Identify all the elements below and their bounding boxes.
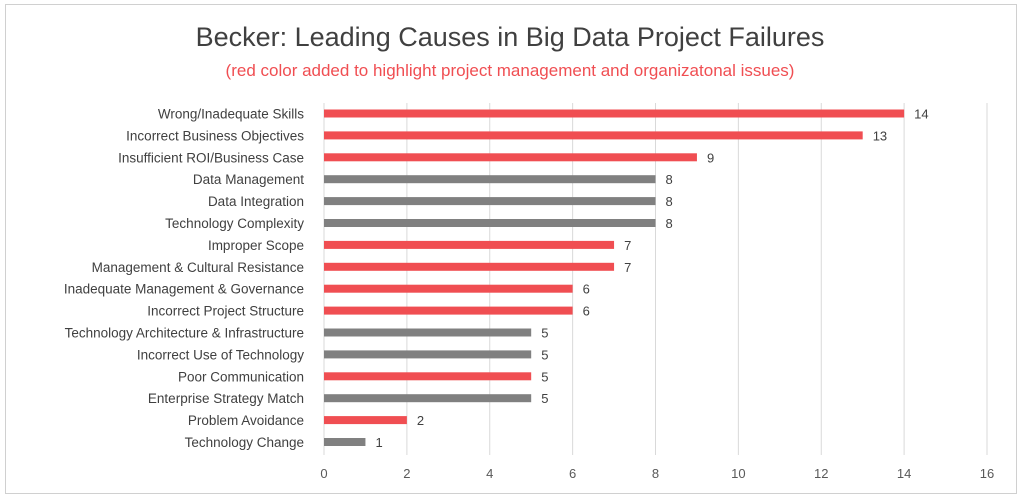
bar [324,350,532,359]
category-label: Incorrect Use of Technology [137,347,304,362]
bar [324,131,863,140]
data-label: 5 [541,369,548,384]
data-label: 8 [666,216,673,231]
category-label: Improper Scope [208,238,304,253]
category-label: Insufficient ROI/Business Case [118,150,304,165]
x-tick-label: 0 [320,466,327,481]
bar [324,394,532,403]
category-label: Data Integration [208,194,304,209]
category-label: Data Management [193,172,304,187]
data-label: 5 [541,326,548,341]
bar [324,416,407,425]
category-label: Incorrect Project Structure [147,304,304,319]
x-tick-label: 6 [569,466,576,481]
category-label: Technology Complexity [165,216,304,231]
data-label: 2 [417,413,424,428]
bar [324,372,532,381]
data-label: 8 [666,194,673,209]
bar [324,175,656,184]
bar [324,219,656,227]
category-label: Wrong/Inadequate Skills [158,107,304,122]
x-tick-label: 8 [652,466,659,481]
category-label: Technology Architecture & Infrastructure [65,326,304,341]
x-tick-label: 10 [731,466,745,481]
x-tick-label: 14 [897,466,911,481]
bar [324,197,656,206]
x-tick-label: 2 [403,466,410,481]
data-label: 5 [541,347,548,362]
x-tick-label: 16 [980,466,994,481]
category-label: Enterprise Strategy Match [148,391,304,406]
data-label: 6 [583,282,590,297]
category-label: Poor Communication [178,369,304,384]
data-label: 5 [541,391,548,406]
bar [324,262,615,271]
category-label: Technology Change [185,435,304,450]
bar [324,328,532,337]
x-tick-label: 12 [814,466,828,481]
bar [324,438,366,446]
bar [324,240,615,249]
bar [324,306,573,315]
data-label: 1 [375,435,382,450]
category-label: Incorrect Business Objectives [126,128,304,143]
data-label: 13 [873,128,887,143]
bar [324,284,573,293]
category-label: Management & Cultural Resistance [92,260,304,275]
category-label: Inadequate Management & Governance [64,282,304,297]
chart-title: Becker: Leading Causes in Big Data Proje… [195,22,825,52]
category-label: Problem Avoidance [188,413,304,428]
data-label: 7 [624,238,631,253]
data-label: 9 [707,150,714,165]
data-label: 6 [583,304,590,319]
chart-subtitle: (red color added to highlight project ma… [225,61,795,80]
chart-frame [5,4,1017,494]
data-label: 14 [914,107,928,122]
x-tick-label: 4 [486,466,493,481]
data-label: 8 [666,172,673,187]
bar [324,109,905,118]
bar [324,153,697,162]
data-label: 7 [624,260,631,275]
